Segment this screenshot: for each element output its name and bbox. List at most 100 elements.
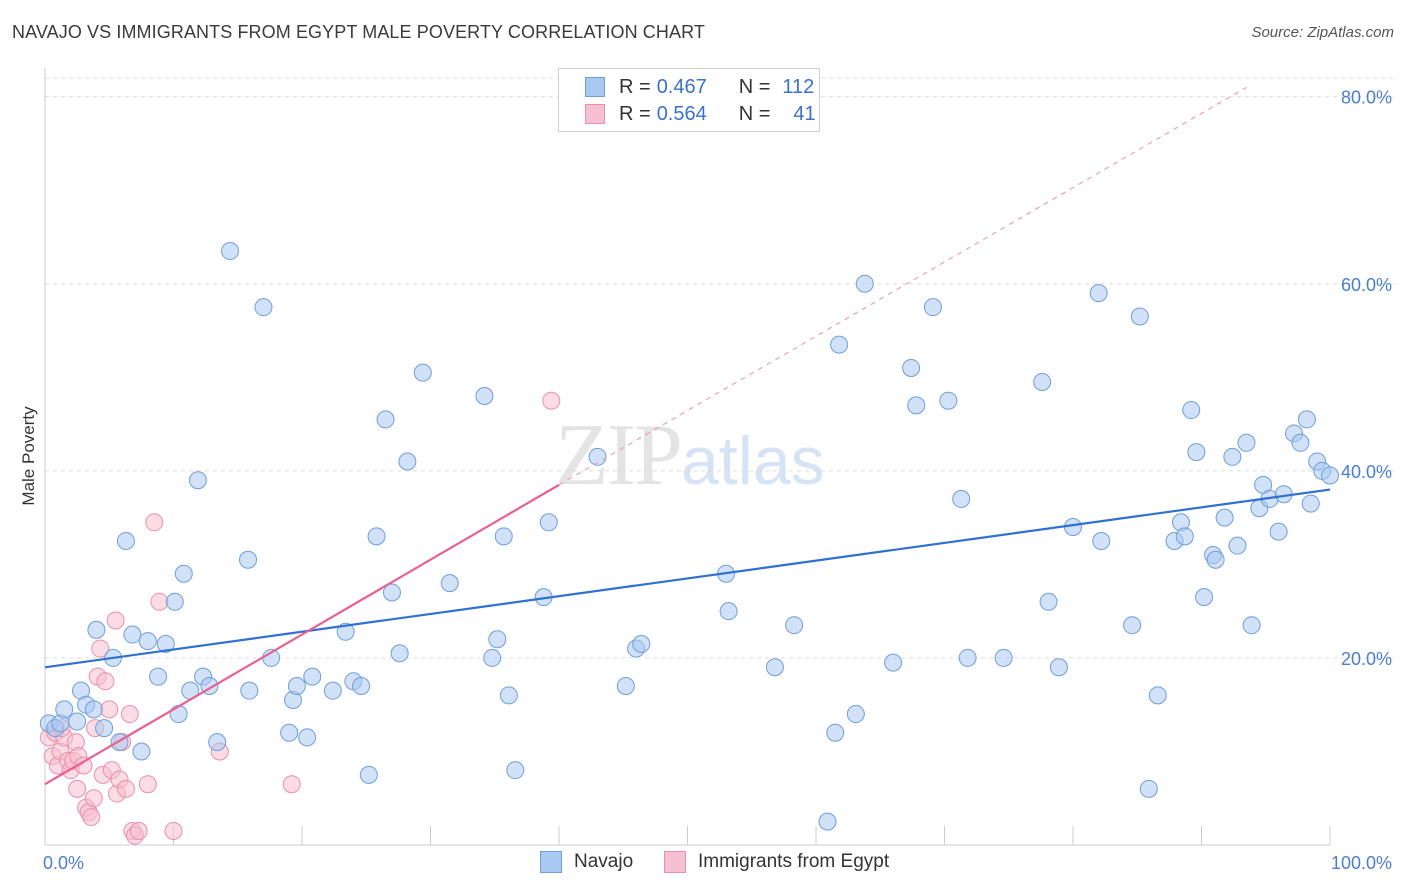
y-tick-label: 40.0% — [1341, 462, 1392, 482]
navajo-point — [165, 592, 184, 611]
egypt-point — [91, 639, 110, 658]
navajo-point — [939, 391, 958, 410]
navajo-point — [1242, 616, 1261, 635]
navajo-point — [1092, 532, 1111, 551]
navajo-point — [1123, 616, 1142, 635]
egypt-swatch — [585, 104, 605, 124]
egypt-point — [96, 672, 115, 691]
navajo-point — [382, 583, 401, 602]
navajo-point — [785, 616, 804, 635]
navajo-point — [952, 489, 971, 508]
navajo-point — [494, 527, 513, 546]
source-label: Source: ZipAtlas.com — [1251, 24, 1394, 41]
navajo-point — [174, 564, 193, 583]
navajo-point — [1297, 410, 1316, 429]
navajo-point — [907, 396, 926, 415]
n-label: N = — [738, 75, 771, 98]
egypt-point — [145, 513, 164, 532]
x-tick-label: 0.0% — [43, 853, 84, 873]
egypt-point — [138, 775, 157, 794]
navajo-point — [303, 667, 322, 686]
navajo-point — [280, 723, 299, 742]
r-label: R = — [619, 102, 651, 125]
navajo-point — [818, 812, 837, 831]
navajo-point — [539, 513, 558, 532]
y-axis-label: Male Poverty — [19, 406, 38, 506]
navajo-point — [1033, 372, 1052, 391]
navajo-point — [239, 550, 258, 569]
y-tick-label: 20.0% — [1341, 649, 1392, 669]
watermark-zip: ZIP — [555, 407, 683, 504]
navajo-point — [632, 634, 651, 653]
legend-item-navajo: Navajo — [540, 851, 633, 873]
navajo-point — [483, 648, 502, 667]
egypt-point — [282, 775, 301, 794]
navajo-point — [123, 625, 142, 644]
navajo-point — [765, 658, 784, 677]
navajo-point — [475, 387, 494, 406]
n-value: 41 — [793, 102, 816, 125]
watermark-atlas: atlas — [681, 423, 825, 499]
navajo-point — [367, 527, 386, 546]
navajo-point — [846, 705, 865, 724]
y-tick-label: 60.0% — [1341, 275, 1392, 295]
navajo-point — [87, 620, 106, 639]
navajo-point — [68, 712, 87, 731]
navajo-point — [208, 733, 227, 752]
navajo-point — [1223, 447, 1242, 466]
egypt-point — [106, 611, 125, 630]
navajo-point — [616, 676, 635, 695]
navajo-point — [376, 410, 395, 429]
navajo-point — [413, 363, 432, 382]
egypt-point — [82, 807, 101, 826]
egypt-point — [68, 779, 87, 798]
r-label: R = — [619, 75, 651, 98]
navajo-point — [826, 723, 845, 742]
navajo-point — [390, 644, 409, 663]
navajo-point — [1089, 284, 1108, 303]
watermark: ZIPatlas — [555, 405, 825, 506]
n-label: N = — [738, 102, 771, 125]
navajo-point — [1215, 508, 1234, 527]
egypt-point — [129, 821, 148, 840]
egypt-point — [164, 821, 183, 840]
legend-item-egypt: Immigrants from Egypt — [664, 851, 889, 873]
navajo-point — [1175, 527, 1194, 546]
navajo-point — [499, 686, 518, 705]
navajo-point — [830, 335, 849, 354]
navajo-point — [188, 471, 207, 490]
navajo-point — [1321, 466, 1339, 485]
navajo-point — [287, 676, 306, 695]
navajo-point — [156, 634, 175, 653]
navajo-point — [398, 452, 417, 471]
egypt-point — [116, 779, 135, 798]
egypt-point — [100, 700, 119, 719]
navajo-point — [169, 705, 188, 724]
navajo-point — [1195, 588, 1214, 607]
navajo-point — [336, 622, 355, 641]
navajo-point — [138, 632, 157, 651]
x-tick-label: 100.0% — [1331, 853, 1392, 873]
trend-lines — [44, 86, 1331, 786]
navajo-swatch — [585, 77, 605, 97]
navajo-point — [1228, 536, 1247, 555]
navajo-point — [359, 765, 378, 784]
navajo-points — [39, 242, 1339, 831]
egypt-point — [542, 391, 561, 410]
navajo-point — [855, 274, 874, 293]
navajo-point — [1182, 401, 1201, 420]
y-tick-label: 80.0% — [1341, 88, 1392, 108]
navajo-point — [1039, 592, 1058, 611]
egypt-point — [120, 705, 139, 724]
navajo-point — [1130, 307, 1149, 326]
navajo-point — [323, 681, 342, 700]
navajo-point — [95, 719, 114, 738]
navajo-swatch — [540, 851, 562, 873]
navajo-point — [116, 532, 135, 551]
legend-label-navajo: Navajo — [574, 851, 634, 872]
navajo-point — [902, 358, 921, 377]
stats-legend: R = 0.467 N = 112 R = 0.564 N = 41 — [558, 68, 820, 132]
navajo-point — [298, 728, 317, 747]
navajo-point — [254, 298, 273, 317]
navajo-point — [1148, 686, 1167, 705]
